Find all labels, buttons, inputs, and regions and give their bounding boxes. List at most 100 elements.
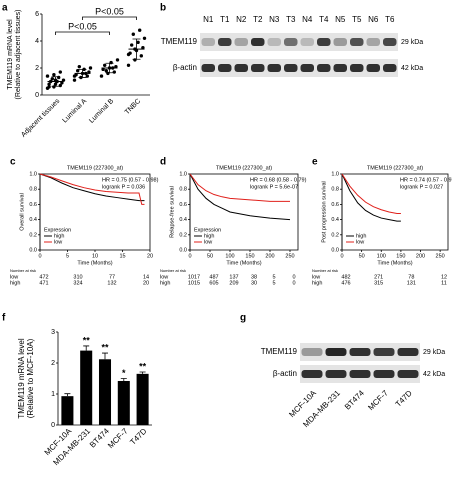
blot-band xyxy=(300,64,314,72)
at-risk-value: 310 xyxy=(73,274,82,280)
at-risk-name: high xyxy=(10,280,20,286)
x-tick-label: 200 xyxy=(416,253,425,259)
data-point xyxy=(45,74,50,78)
blot-band xyxy=(397,370,419,378)
blot-band xyxy=(301,370,323,378)
legend-label: high xyxy=(204,233,214,239)
at-risk-value: 137 xyxy=(229,274,238,280)
at-risk-value: 132 xyxy=(107,280,116,286)
at-risk-value: 476 xyxy=(341,280,350,286)
blot-size-label: 42 kDa xyxy=(401,65,423,72)
error-bar xyxy=(105,62,114,74)
blot-band xyxy=(333,64,347,72)
lane-label: N4 xyxy=(302,15,313,24)
x-tick-label: 250 xyxy=(436,253,445,259)
data-point xyxy=(139,54,143,58)
bar xyxy=(136,373,149,425)
y-axis-label: Relapse-free survival xyxy=(169,186,175,238)
at-risk-value: 30 xyxy=(251,280,257,286)
panel-label: c xyxy=(10,157,16,168)
data-point xyxy=(47,85,51,89)
blot-band xyxy=(218,38,232,46)
blot-band xyxy=(333,38,347,46)
at-risk-value: 20 xyxy=(143,280,149,286)
at-risk-value: 472 xyxy=(39,274,48,280)
lane-label: T5 xyxy=(352,15,362,24)
x-tick-label: 20 xyxy=(147,253,153,259)
bar xyxy=(80,350,93,425)
blot-band xyxy=(251,38,265,46)
at-risk-value: 209 xyxy=(229,280,238,286)
y-tick-label: 1 xyxy=(51,391,55,398)
panel-label: b xyxy=(160,3,166,14)
at-risk-value: 471 xyxy=(39,280,48,286)
survival-curve xyxy=(189,173,291,221)
at-risk-value: 324 xyxy=(73,280,82,286)
data-point xyxy=(133,58,137,62)
panel-label: a xyxy=(2,3,8,14)
survival-curve xyxy=(341,173,401,222)
y-tick-label: 0.0 xyxy=(331,247,339,253)
x-axis-label: Time (Months) xyxy=(226,260,261,266)
data-point xyxy=(138,28,142,32)
survival-curve xyxy=(39,173,145,202)
y-axis-label: TMEM119 mRNA level xyxy=(17,338,26,419)
at-risk-value: 0 xyxy=(292,274,295,280)
error-bar xyxy=(83,345,90,351)
y-tick-label: 0.4 xyxy=(29,217,37,223)
x-tick-label: Luminal B xyxy=(88,98,115,125)
x-tick-label: MCF-7 xyxy=(106,426,130,450)
significance-bracket xyxy=(55,31,110,35)
data-point xyxy=(104,69,109,73)
panel-label: d xyxy=(160,157,166,168)
blot-band xyxy=(218,64,232,72)
data-point xyxy=(130,43,134,47)
blot-band xyxy=(350,38,364,46)
y-tick-label: 0.2 xyxy=(331,232,339,238)
at-risk-value: 0 xyxy=(292,280,295,286)
y-tick-label: 2 xyxy=(51,360,55,367)
annotation: HR = 0.75 (0.57 - 0.98) xyxy=(102,177,159,183)
data-point xyxy=(58,70,62,74)
y-tick-label: 0 xyxy=(35,92,39,99)
at-risk-value: 12 xyxy=(441,274,447,280)
data-point xyxy=(103,63,107,67)
at-risk-value: 605 xyxy=(209,280,218,286)
x-tick-label: 0 xyxy=(188,253,191,259)
x-tick-label: 50 xyxy=(207,253,213,259)
blot-band xyxy=(383,64,397,72)
at-risk-value: 77 xyxy=(109,274,115,280)
y-tick-label: 0.0 xyxy=(29,247,37,253)
lane-label: T47D xyxy=(394,388,414,408)
legend-title: Expression xyxy=(44,227,71,233)
at-risk-name: low xyxy=(312,274,320,280)
error-bar xyxy=(78,68,87,78)
lane-label: BT474 xyxy=(343,388,366,411)
at-risk-value: 1017 xyxy=(188,274,200,280)
blot-membrane xyxy=(200,59,398,77)
y-tick-label: 6 xyxy=(35,11,39,18)
at-risk-value: 131 xyxy=(407,280,416,286)
blot-row-label: β-actin xyxy=(273,369,297,378)
at-risk-value: 5 xyxy=(272,274,275,280)
blot-row-label: β-actin xyxy=(173,63,197,72)
y-tick-label: 0.2 xyxy=(29,232,37,238)
at-risk-title: Number at risk xyxy=(10,268,36,273)
legend-label: low xyxy=(204,239,212,245)
data-point xyxy=(72,78,77,82)
error-bar xyxy=(64,393,71,397)
blot-band xyxy=(267,38,281,46)
lane-label: T4 xyxy=(319,15,329,24)
lane-label: MCF-7 xyxy=(366,388,390,412)
x-tick-label: Adjacent tissues xyxy=(20,97,61,138)
blot-band xyxy=(349,348,371,356)
lane-label: T3 xyxy=(286,15,296,24)
y-tick-label: 0 xyxy=(51,422,55,429)
y-axis-label: Overall survival xyxy=(19,193,25,231)
significance-label: P<0.05 xyxy=(95,6,124,16)
blot-band xyxy=(284,64,298,72)
at-risk-value: 1015 xyxy=(188,280,200,286)
significance-label: P<0.05 xyxy=(68,21,97,31)
lane-label: T1 xyxy=(220,15,230,24)
chart-title: TMEM119 (227300_at) xyxy=(67,165,123,171)
